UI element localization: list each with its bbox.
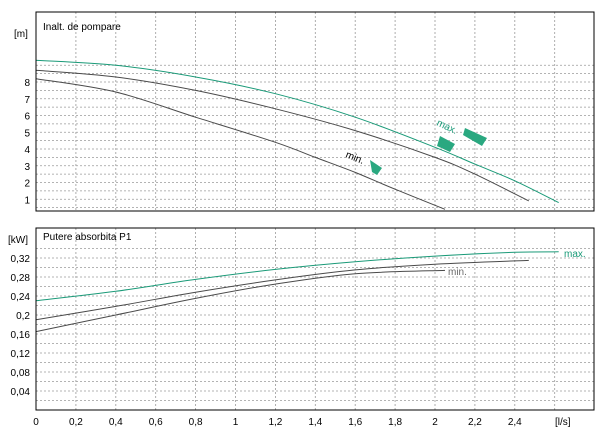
head-y-tick-label: 8 — [24, 78, 30, 89]
max-speed-power-curve — [35, 251, 559, 302]
head-y-axis-label: [m] — [14, 29, 28, 40]
power-y-axis-label: [kW] — [8, 235, 28, 246]
mid-speed-head-curve — [35, 69, 530, 202]
power-y-tick-label: 0,12 — [11, 349, 31, 360]
flow-x-tick-label: 1,2 — [268, 417, 282, 428]
mid-speed-marker-icon — [437, 136, 455, 152]
power-curves — [35, 251, 559, 333]
power-plot-title: Putere absorbita P1 — [43, 232, 132, 243]
max-curve-label-power: max. — [564, 249, 586, 260]
head-grid — [36, 12, 594, 211]
flow-x-tick-label: 2 — [432, 417, 438, 428]
max-speed-head-curve — [35, 59, 559, 204]
head-y-tick-label: 6 — [24, 112, 30, 123]
flow-x-tick-label: 1,6 — [348, 417, 362, 428]
min-speed-marker-icon — [370, 160, 382, 175]
mid-speed-power-curve — [35, 259, 529, 321]
flow-x-tick-label: 2,4 — [508, 417, 522, 428]
power-y-tick-label: 0,04 — [11, 387, 31, 398]
flow-x-tick-label: 0,6 — [149, 417, 163, 428]
min-speed-head-curve — [35, 78, 446, 210]
head-y-tick-label: 1 — [24, 195, 30, 206]
head-curves — [35, 59, 559, 210]
head-plot-frame — [35, 11, 595, 212]
flow-x-tick-label: 1,8 — [388, 417, 402, 428]
min-curve-label-power: min. — [448, 267, 467, 278]
max-speed-marker-icon — [463, 128, 487, 146]
head-y-tick-label: 4 — [24, 145, 30, 156]
power-y-tick-label: 0,16 — [11, 330, 31, 341]
power-y-tick-labels: 0,04 0,08 0,12 0,16 0,2 0,24 0,28 0,32 — [11, 254, 31, 398]
flow-x-tick-label: 1,4 — [308, 417, 322, 428]
flow-x-tick-labels: 0 0,2 0,4 0,6 0,8 1 1,2 1,4 1,6 1,8 2 2,2 2,4 — [33, 417, 522, 428]
power-plot-frame — [35, 227, 595, 411]
power-grid — [36, 228, 594, 410]
head-y-tick-label: 7 — [24, 95, 30, 106]
flow-x-tick-label: 1 — [233, 417, 239, 428]
flow-x-tick-label: 0,4 — [109, 417, 123, 428]
flow-x-tick-label: 2,2 — [468, 417, 482, 428]
power-y-tick-label: 0,24 — [11, 292, 31, 303]
head-y-tick-label: 5 — [24, 128, 30, 139]
power-y-tick-label: 0,2 — [16, 311, 30, 322]
flow-x-tick-label: 0 — [33, 417, 39, 428]
power-y-tick-label: 0,32 — [11, 254, 31, 265]
flow-x-tick-label: 0,8 — [189, 417, 203, 428]
power-y-tick-label: 0,08 — [11, 368, 31, 379]
min-speed-power-curve — [35, 269, 446, 333]
head-y-tick-label: 3 — [24, 162, 30, 173]
power-y-tick-label: 0,28 — [11, 273, 31, 284]
head-y-tick-labels: 1 2 3 4 5 6 7 8 — [24, 78, 30, 206]
x-axis-unit-label: [l/s] — [555, 417, 571, 428]
flow-x-tick-label: 0,2 — [69, 417, 83, 428]
head-plot-title: Inalt. de pompare — [43, 22, 121, 33]
head-y-tick-label: 2 — [24, 179, 30, 190]
